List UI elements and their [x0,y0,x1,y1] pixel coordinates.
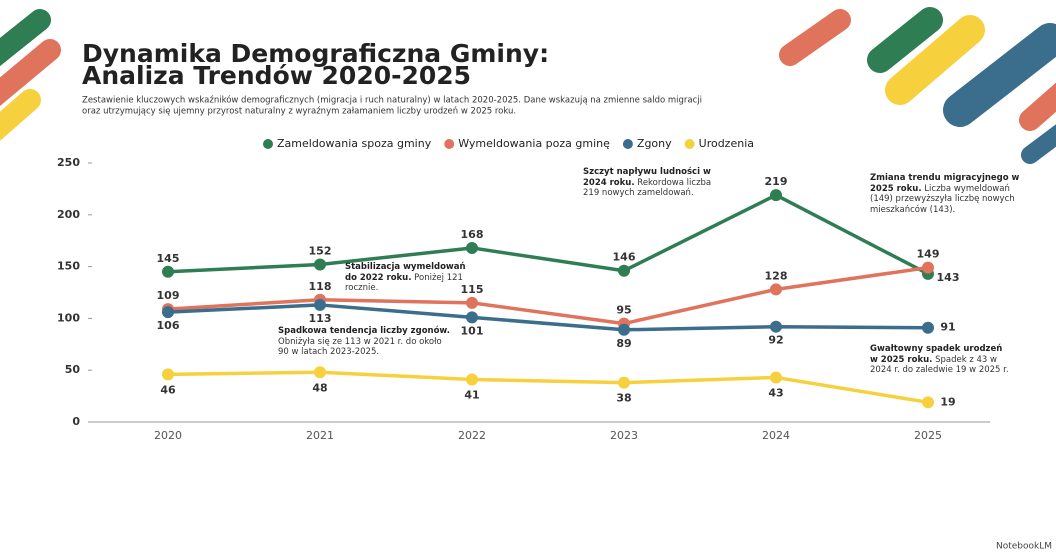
annotation: Gwałtowny spadek urodzeń w 2025 roku. Sp… [870,344,1010,376]
data-label: 48 [312,381,327,394]
data-point [618,376,630,389]
x-tick-label: 2024 [762,429,790,442]
data-point [618,323,630,336]
annotation: Stabilizacja wymeldowań do 2022 roku. Po… [345,262,475,294]
data-point [466,311,478,324]
y-tick-label: 250 [57,156,80,169]
annotation-bold: Spadkowa tendencja liczby zgonów. [278,326,450,336]
data-point [162,368,174,381]
data-label: 128 [765,269,788,282]
data-label: 113 [309,312,332,325]
data-point [314,258,326,271]
annotation-text: Obniżyła się ze 113 w 2021 r. do około 9… [278,336,442,358]
data-label: 145 [157,252,180,265]
series-line [167,370,929,405]
annotation-bold: Zmiana trendu migracyjnego w 2025 roku. [870,173,1020,194]
y-tick-label: 200 [57,208,80,221]
data-point [770,371,782,384]
annotation-bold: Szczyt napływu ludności w 2024 roku. [583,167,711,188]
data-point [314,366,326,379]
data-label: 95 [616,304,631,317]
decoration [0,7,1056,164]
annotation-text: Spadek z 43 w 2024 r. do zaledwie 19 w 2… [870,354,1009,376]
data-point [162,265,174,278]
legend-marker [444,139,455,149]
data-point [466,241,478,254]
subtitle: Zestawienie kluczowych wskaźników demogr… [82,95,702,106]
data-label: 43 [768,386,783,399]
data-label: 101 [461,324,484,337]
legend-label: Urodzenia [699,137,754,150]
title: Dynamika Demograficzna Gminy: [82,39,549,68]
annotation-text: Liczba wymeldowań (149) przewyższyła lic… [870,183,1015,215]
data-label: 46 [160,383,176,396]
series-line [167,193,929,276]
data-label: 19 [940,395,955,408]
legend-marker [622,139,633,149]
footer: NotebookLM [996,542,1052,552]
series-line [167,265,929,326]
subtitle: oraz utrzymujący się ujemny przyrost nat… [82,107,516,117]
data-label: 219 [765,175,788,188]
data-label: 89 [616,337,631,350]
data-label: 115 [461,283,484,296]
legend-label: Zameldowania spoza gminy [277,137,432,150]
data-point [770,189,782,202]
y-tick-label: 100 [57,311,80,324]
x-tick-label: 2025 [914,429,942,442]
data-label: 146 [613,251,636,264]
data-point [770,283,782,296]
legend-label: Zgony [637,137,672,150]
annotation: Spadkowa tendencja liczby zgonów. Obniży… [278,326,453,358]
x-tick-label: 2020 [154,429,182,442]
legend-marker [684,139,695,149]
data-label: 149 [917,248,940,261]
annotation: Szczyt napływu ludności w 2024 roku. Rek… [583,167,713,199]
data-point [466,373,478,386]
data-point [922,261,934,274]
annotation-text: Rekordowa liczba 219 nowych zameldowań. [583,177,712,199]
y-tick-label: 0 [72,415,80,428]
data-label: 41 [464,389,479,402]
x-tick-label: 2022 [458,429,486,442]
y-tick-label: 150 [57,260,80,273]
data-point [314,298,326,311]
title: Analiza Trendów 2020-2025 [82,61,471,90]
data-label: 118 [309,280,332,293]
data-point [618,264,630,277]
data-label: 38 [616,392,631,405]
legend-label: Wymeldowania poza gminę [458,137,610,150]
x-tick-label: 2021 [306,429,334,442]
series-line [167,303,929,332]
data-point [770,320,782,333]
x-tick-label: 2023 [610,429,638,442]
annotation-bold: Stabilizacja wymeldowań do 2022 roku. [345,262,466,283]
data-label: 109 [157,289,180,302]
annotation-bold: Gwałtowny spadek urodzeń w 2025 roku. [870,344,1003,365]
data-label: 106 [157,319,180,332]
data-label: 91 [940,321,955,334]
legend-marker [263,139,273,149]
data-label: 152 [309,245,332,258]
data-point [162,306,174,319]
data-point [466,296,478,309]
y-tick-label: 50 [65,363,81,376]
annotation: Zmiana trendu migracyjnego w 2025 roku. … [870,173,1020,215]
data-label: 92 [768,334,783,347]
annotation-text: Poniżej 121 rocznie. [345,272,463,294]
data-point [922,396,934,409]
data-label: 143 [937,271,960,284]
data-label: 168 [461,228,484,241]
data-point [922,321,934,334]
